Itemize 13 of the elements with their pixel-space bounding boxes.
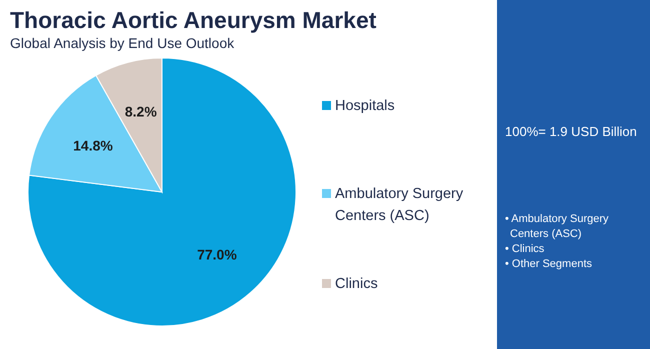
data-label: 14.8% [73, 138, 114, 154]
pie-slice [28, 58, 296, 326]
chart-title: Thoracic Aortic Aneurysm Market [10, 7, 377, 33]
text: • Other Segments [505, 258, 592, 270]
text: • Ambulatory Surgery Centers (ASC) [505, 213, 610, 240]
legend-label: Ambulatory Surgery Centers (ASC) [335, 186, 464, 224]
data-label: 8.2% [124, 104, 158, 120]
text: 100%= 1.9 USD Billion [505, 124, 637, 139]
legend-label: Clinics [335, 276, 378, 292]
data-label: 77.0% [197, 246, 238, 262]
chart-subtitle: Global Analysis by End Use Outlook [10, 35, 236, 51]
text: • Clinics [505, 243, 545, 255]
legend-label: Hospitals [335, 98, 395, 114]
